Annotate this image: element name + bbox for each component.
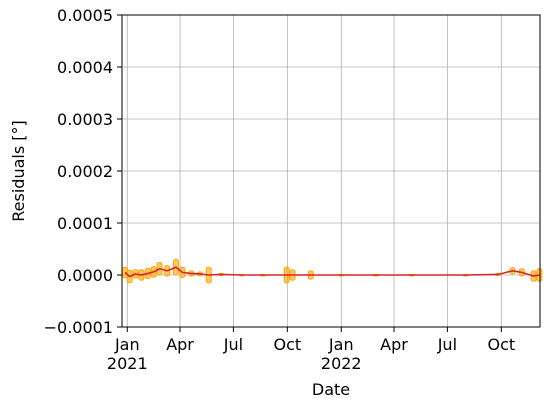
y-axis-label: Residuals [°] [9, 120, 28, 221]
y-tick-label: −0.0001 [44, 318, 113, 337]
y-tick-label: 0.0002 [57, 162, 113, 181]
y-tick-label: 0.0005 [57, 6, 113, 25]
x-tick-label: Oct [487, 335, 515, 354]
x-tick-label: Apr [380, 335, 408, 354]
residual-line [124, 266, 540, 278]
plot-frame [121, 14, 541, 328]
y-tick-label: 0.0001 [57, 214, 113, 233]
y-tick-label: 0.0004 [57, 58, 113, 77]
x-tick-label: Jul [223, 335, 243, 354]
y-tick-label: 0.0003 [57, 110, 113, 129]
x-tick-label: Jan 2021 [107, 335, 148, 373]
y-tick-label: 0.0000 [57, 266, 113, 285]
x-tick-label: Oct [273, 335, 301, 354]
x-axis-label: Date [312, 380, 350, 399]
x-tick-label: Jul [437, 335, 457, 354]
x-tick-label: Jan 2022 [321, 335, 362, 373]
x-tick-label: Apr [166, 335, 194, 354]
